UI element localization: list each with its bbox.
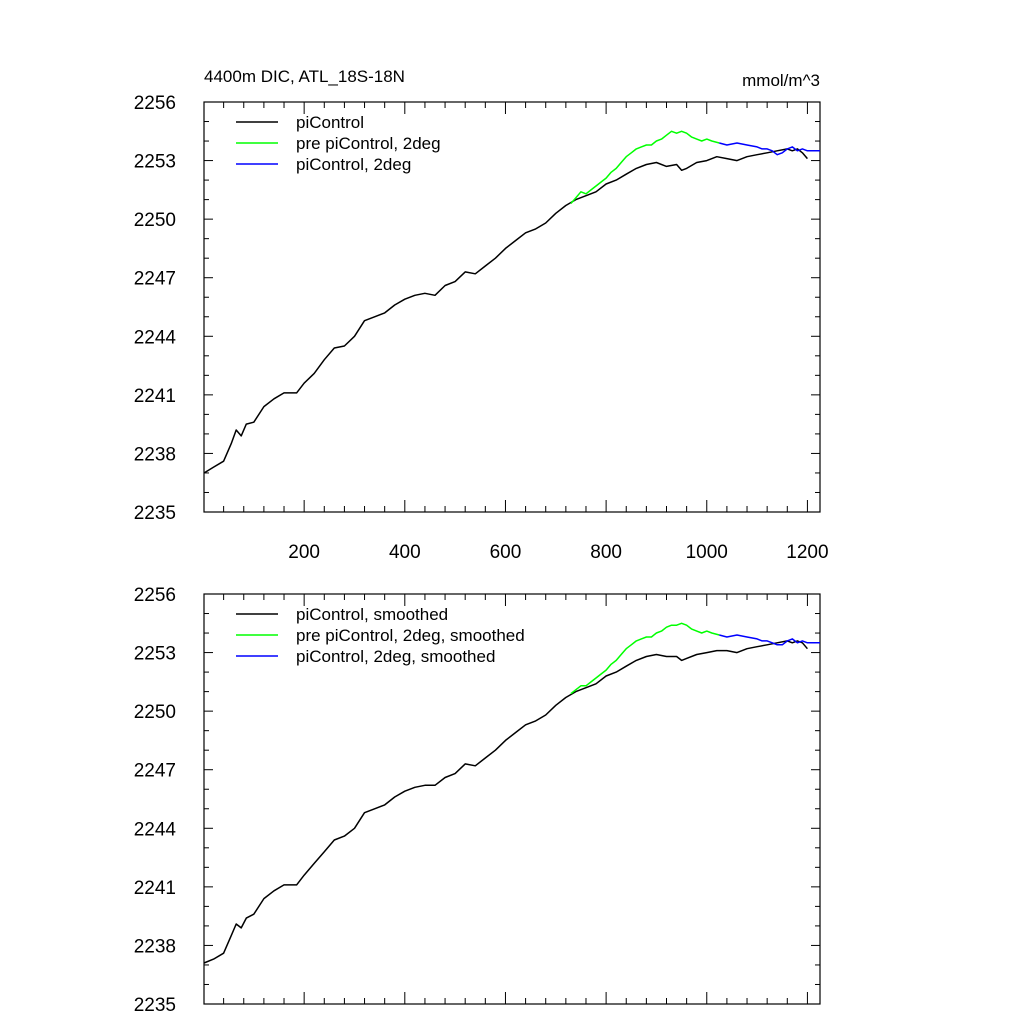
series-line-pre-picontrol-2deg <box>570 130 720 204</box>
ytick-label: 2247 <box>134 761 176 782</box>
ytick-label: 2235 <box>134 503 176 524</box>
panel-top: 2235 2238 2241 2244 2247 2250 2253 2256 200 400 60… <box>134 93 829 563</box>
ytick-label: 2250 <box>134 702 176 723</box>
xtick-label: 800 <box>590 542 622 563</box>
ytick-label: 2256 <box>134 93 176 114</box>
ytick-label: 2253 <box>134 644 176 665</box>
xtick-label: 600 <box>490 542 522 563</box>
xtick-label: 1200 <box>786 542 828 563</box>
ytick-label: 2256 <box>134 585 176 606</box>
ytick-label: 2250 <box>134 210 176 231</box>
series-line-pre-picontrol-2deg-smoothed <box>570 622 720 695</box>
legend-label: pre piControl, 2deg <box>296 134 441 153</box>
legend-label: pre piControl, 2deg, smoothed <box>296 626 525 645</box>
legend-label: piControl <box>296 113 364 132</box>
figure-title: 4400m DIC, ATL_18S-18N <box>204 67 405 86</box>
ytick-label: 2247 <box>134 269 176 290</box>
series-line-picontrol <box>203 148 808 474</box>
plot-frame <box>203 593 821 1005</box>
xtick-label: 400 <box>389 542 421 563</box>
panel-bottom: 2235 2238 2241 2244 2247 2250 2253 2256 piContro… <box>134 585 821 1016</box>
series-line-picontrol-2deg <box>719 142 820 156</box>
ytick-label: 2238 <box>134 936 176 957</box>
ytick-label: 2244 <box>134 819 177 840</box>
xtick-label: 200 <box>288 542 320 563</box>
ytick-label: 2253 <box>134 152 176 173</box>
units-label: mmol/m^3 <box>742 71 820 90</box>
xtick-label: 1000 <box>686 542 728 563</box>
series-line-picontrol-smoothed <box>203 640 808 964</box>
ytick-label: 2235 <box>134 995 176 1016</box>
legend-label: piControl, 2deg, smoothed <box>296 647 495 666</box>
plot-frame <box>203 101 821 513</box>
ytick-label: 2241 <box>134 386 176 407</box>
legend-label: piControl, 2deg <box>296 155 411 174</box>
legend-label: piControl, smoothed <box>296 605 448 624</box>
ytick-label: 2244 <box>134 327 177 348</box>
series-line-picontrol-2deg-smoothed <box>719 634 820 646</box>
ytick-label: 2241 <box>134 878 176 899</box>
ytick-label: 2238 <box>134 444 176 465</box>
